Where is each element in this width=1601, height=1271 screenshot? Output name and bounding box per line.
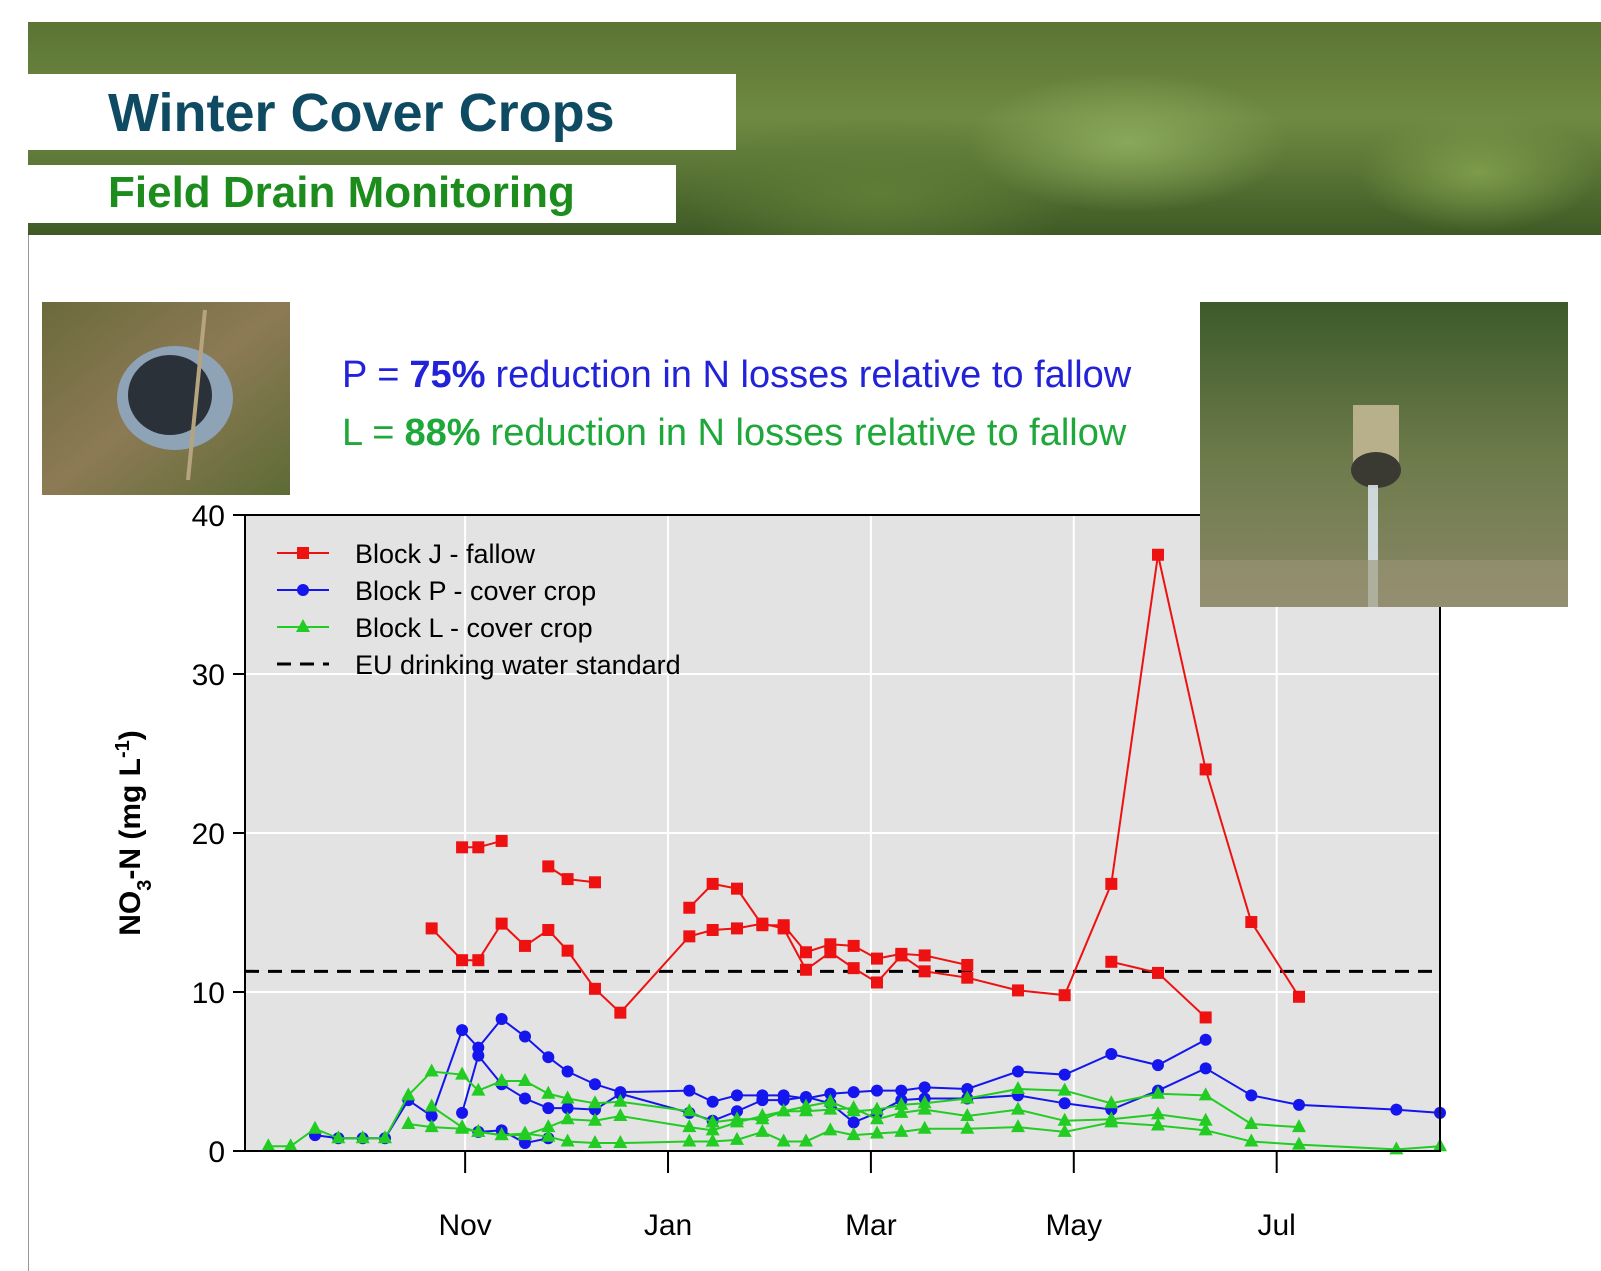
marker [426,922,438,934]
drain-photo-right [1200,302,1568,607]
marker [562,873,574,885]
marker [1293,1099,1305,1111]
x-tick-label: May [1045,1209,1102,1242]
marker [1105,878,1117,890]
marker [1059,1069,1071,1081]
x-tick-label: Jul [1257,1209,1295,1242]
marker [871,1085,883,1097]
marker [456,954,468,966]
marker [1200,763,1212,775]
marker [589,983,601,995]
marker [519,940,531,952]
marker [707,878,719,890]
marker [1200,1062,1212,1074]
marker [895,949,907,961]
marker [848,940,860,952]
marker [800,964,812,976]
marker [1152,1059,1164,1071]
marker [919,965,931,977]
x-tick-label: Jan [644,1209,692,1242]
y-tick-label: 10 [192,977,225,1010]
marker [731,922,743,934]
marker [456,1024,468,1036]
legend-label: EU drinking water standard [355,650,681,680]
marker [1390,1104,1402,1116]
marker [297,584,309,596]
marker [961,972,973,984]
marker [919,1081,931,1093]
marker [1105,956,1117,968]
marker [683,930,695,942]
marker [848,1116,860,1128]
y-tick-label: 30 [192,659,225,692]
marker [496,918,508,930]
marker [707,1096,719,1108]
marker [848,962,860,974]
y-label-part: 3 [134,880,156,891]
chart: 0 10 20 30 40 Nov Jan Mar May Jul Block J - fallo… [0,0,1601,1271]
marker [542,860,554,872]
x-tick-label: Mar [845,1209,897,1242]
marker [919,949,931,961]
marker [542,1102,554,1114]
marker [1152,549,1164,561]
marker [456,1107,468,1119]
legend-label: Block P - cover crop [355,576,596,606]
marker [683,902,695,914]
marker [1245,1089,1257,1101]
marker [472,954,484,966]
marker [961,959,973,971]
marker [1105,1048,1117,1060]
marker [589,876,601,888]
marker [562,1066,574,1078]
marker [848,1086,860,1098]
legend-label: Block L - cover crop [355,613,593,643]
marker [1012,1066,1024,1078]
marker [756,918,768,930]
y-label-part: NO [114,891,147,936]
marker [707,924,719,936]
y-axis-label: NO3-N (mg L-1) [112,730,156,936]
y-tick-label: 20 [192,818,225,851]
slide: Winter Cover Crops Field Drain Monitorin… [0,0,1601,1271]
marker [756,1094,768,1106]
marker [731,1089,743,1101]
legend-label: Block J - fallow [355,539,536,569]
y-tick-label: 0 [208,1136,225,1169]
marker [683,1085,695,1097]
marker [824,946,836,958]
marker [1200,1034,1212,1046]
marker [519,1093,531,1105]
marker [496,835,508,847]
marker [778,922,790,934]
marker [1245,916,1257,928]
marker [1152,967,1164,979]
marker [542,1051,554,1063]
drain-photo-left [42,302,290,495]
marker [871,953,883,965]
marker [472,841,484,853]
marker [731,883,743,895]
marker [1059,989,1071,1001]
marker [1012,984,1024,996]
marker [1200,1011,1212,1023]
marker [519,1031,531,1043]
marker [456,841,468,853]
marker [297,547,309,559]
marker [542,924,554,936]
marker [562,945,574,957]
marker [1059,1097,1071,1109]
y-label-part: -1 [112,740,134,758]
marker [614,1007,626,1019]
y-label-part: ) [114,730,147,740]
marker [496,1013,508,1025]
marker [871,976,883,988]
y-label-part: -N (mg L [114,758,147,880]
marker [589,1078,601,1090]
marker [800,946,812,958]
y-tick-label: 40 [192,500,225,533]
marker [472,1050,484,1062]
marker [1293,991,1305,1003]
x-tick-label: Nov [438,1209,491,1242]
